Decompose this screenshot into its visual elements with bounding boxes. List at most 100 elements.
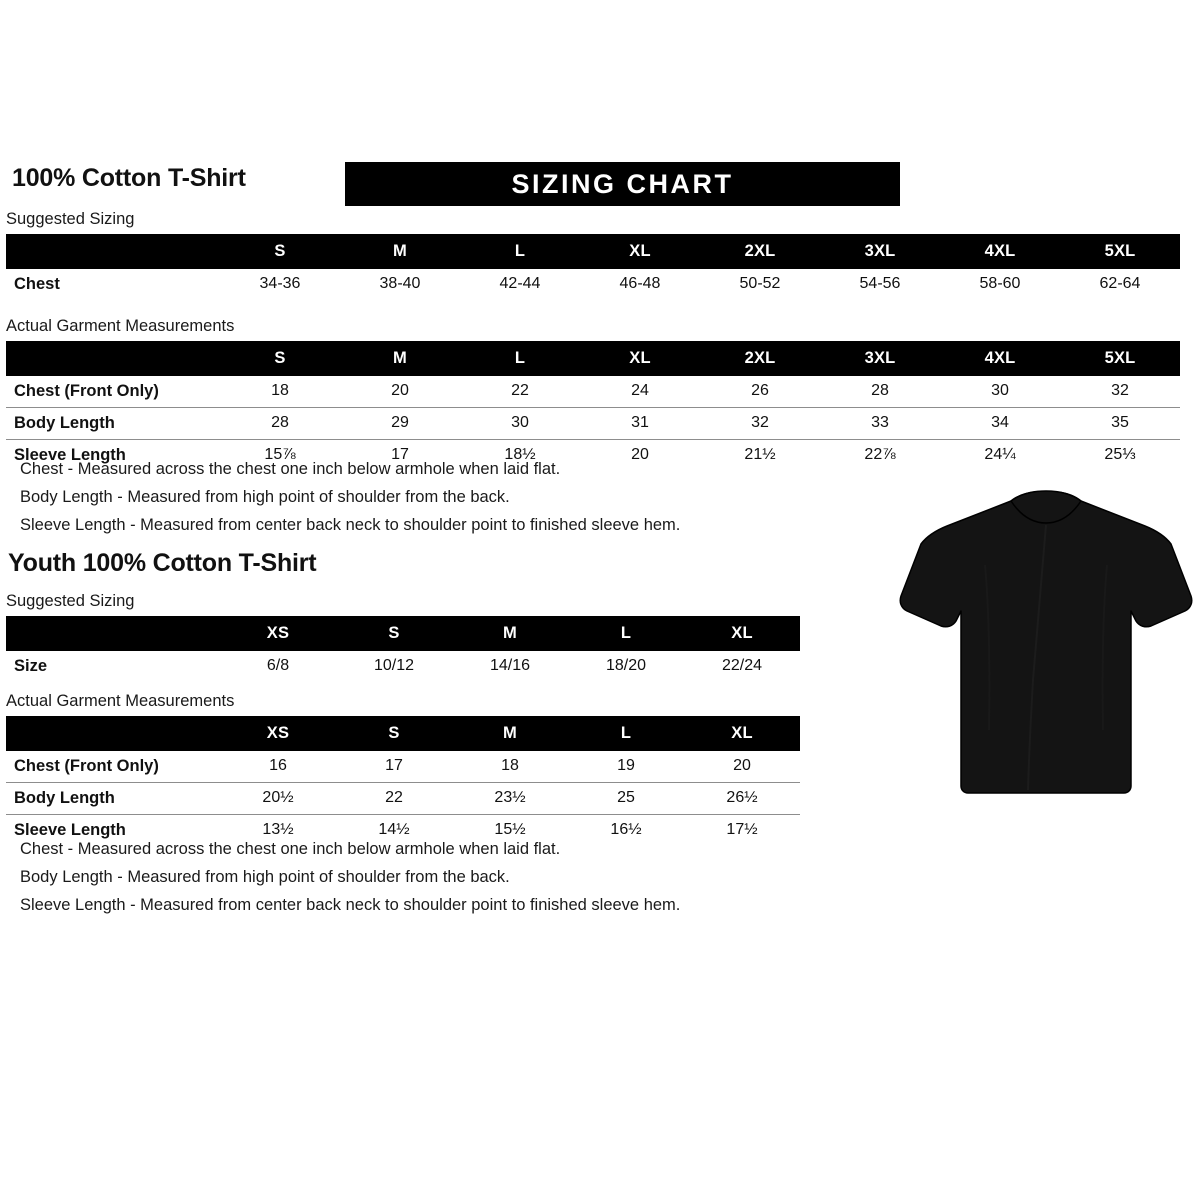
cell-chest-l: 19 bbox=[617, 757, 635, 774]
column-header-l: L bbox=[620, 723, 632, 742]
column-header-xl: XL bbox=[731, 623, 753, 642]
column-header-xl: XL bbox=[731, 723, 753, 742]
column-header-rowlabel bbox=[6, 716, 220, 751]
table-row: Chest (Front Only) 16 17 18 19 20 bbox=[6, 751, 800, 783]
adult-suggested-table: S M L XL 2XL 3XL 4XL 5XL Chest 34-36 38-… bbox=[6, 234, 1180, 300]
cell-chest-2xl: 50-52 bbox=[739, 275, 781, 292]
adult-notes: Chest - Measured across the chest one in… bbox=[20, 460, 680, 544]
column-header-4xl: 4XL bbox=[984, 348, 1016, 367]
row-label-chest: Chest bbox=[14, 274, 60, 293]
cell-body-l: 25 bbox=[568, 782, 684, 815]
cell-sleeve-5xl: 25⅓ bbox=[1060, 439, 1180, 471]
cell-size-m: 14/16 bbox=[489, 657, 531, 674]
column-header-m: M bbox=[393, 348, 407, 367]
youth-actual-caption: Actual Garment Measurements bbox=[6, 692, 235, 710]
cell-chest-4xl: 58-60 bbox=[979, 275, 1021, 292]
column-header-s: S bbox=[388, 723, 400, 742]
cell-body-m: 29 bbox=[340, 407, 460, 440]
cell-sleeve-xl: 20 bbox=[580, 439, 700, 471]
adult-actual-caption: Actual Garment Measurements bbox=[6, 317, 235, 335]
note-sleeve: Sleeve Length - Measured from center bac… bbox=[20, 516, 681, 534]
cell-body-5xl: 35 bbox=[1060, 407, 1180, 440]
cell-chest-m: 18 bbox=[501, 757, 519, 774]
youth-suggested-caption: Suggested Sizing bbox=[6, 592, 135, 610]
column-header-xs: XS bbox=[266, 623, 290, 642]
cell-chest-m: 38-40 bbox=[379, 275, 421, 292]
cell-chest-2xl: 26 bbox=[751, 382, 769, 399]
cell-chest-5xl: 62-64 bbox=[1099, 275, 1141, 292]
cell-size-xs: 6/8 bbox=[266, 657, 290, 674]
cell-chest-s: 34-36 bbox=[259, 275, 301, 292]
column-header-2xl: 2XL bbox=[744, 348, 776, 367]
row-label-sleeve-length: Sleeve Length bbox=[6, 814, 220, 846]
column-header-5xl: 5XL bbox=[1104, 241, 1136, 260]
cell-chest-xl: 46-48 bbox=[619, 275, 661, 292]
cell-body-4xl: 34 bbox=[940, 407, 1060, 440]
youth-suggested-table: XS S M L XL Size 6/8 10/12 14/16 18/20 2… bbox=[6, 616, 800, 682]
column-header-s: S bbox=[274, 348, 286, 367]
cell-size-xl: 22/24 bbox=[721, 657, 763, 674]
cell-sleeve-m: 17 bbox=[340, 439, 460, 471]
column-header-3xl: 3XL bbox=[864, 348, 896, 367]
cell-chest-3xl: 54-56 bbox=[859, 275, 901, 292]
column-header-2xl: 2XL bbox=[744, 241, 776, 260]
table-row: Chest (Front Only) 18 20 22 24 26 28 30 … bbox=[6, 376, 1180, 408]
row-label-chest-front-only: Chest (Front Only) bbox=[14, 381, 159, 400]
cell-sleeve-l: 16½ bbox=[568, 814, 684, 846]
column-header-m: M bbox=[503, 623, 517, 642]
cell-chest-s: 18 bbox=[271, 382, 289, 399]
table-row: Body Length 20½ 22 23½ 25 26½ bbox=[6, 782, 800, 815]
tshirt-illustration bbox=[893, 470, 1199, 810]
note-chest: Chest - Measured across the chest one in… bbox=[20, 840, 561, 858]
column-header-s: S bbox=[388, 623, 400, 642]
cell-size-s: 10/12 bbox=[373, 657, 415, 674]
cell-chest-l: 42-44 bbox=[499, 275, 541, 292]
column-header-l: L bbox=[620, 623, 632, 642]
cell-sleeve-xs: 13½ bbox=[220, 814, 336, 846]
column-header-l: L bbox=[514, 348, 526, 367]
cell-body-m: 23½ bbox=[452, 782, 568, 815]
table-row: Size 6/8 10/12 14/16 18/20 22/24 bbox=[6, 651, 800, 682]
table-header-row: XS S M L XL bbox=[6, 716, 800, 751]
youth-product-title: Youth 100% Cotton T-Shirt bbox=[8, 549, 317, 577]
adult-product-title: 100% Cotton T-Shirt bbox=[12, 164, 246, 192]
column-header-m: M bbox=[503, 723, 517, 742]
note-chest: Chest - Measured across the chest one in… bbox=[20, 460, 561, 478]
cell-sleeve-2xl: 21½ bbox=[700, 439, 820, 471]
cell-chest-l: 22 bbox=[511, 382, 529, 399]
cell-body-xs: 20½ bbox=[220, 782, 336, 815]
cell-body-2xl: 32 bbox=[700, 407, 820, 440]
youth-actual-table: XS S M L XL Chest (Front Only) 16 17 18 … bbox=[6, 716, 800, 846]
cell-body-xl: 26½ bbox=[684, 782, 800, 815]
cell-sleeve-xl: 17½ bbox=[684, 814, 800, 846]
cell-body-l: 30 bbox=[460, 407, 580, 440]
cell-chest-xl: 20 bbox=[733, 757, 751, 774]
table-row: Body Length 28 29 30 31 32 33 34 35 bbox=[6, 407, 1180, 440]
row-label-size: Size bbox=[14, 656, 48, 675]
column-header-s: S bbox=[274, 241, 286, 260]
cell-chest-s: 17 bbox=[385, 757, 403, 774]
column-header-xl: XL bbox=[629, 348, 651, 367]
cell-body-xl: 31 bbox=[580, 407, 700, 440]
column-header-xl: XL bbox=[629, 241, 651, 260]
column-header-m: M bbox=[393, 241, 407, 260]
table-header-row: S M L XL 2XL 3XL 4XL 5XL bbox=[6, 341, 1180, 376]
column-header-l: L bbox=[514, 241, 526, 260]
cell-sleeve-s: 15⅞ bbox=[220, 439, 340, 471]
cell-sleeve-4xl: 24¼ bbox=[940, 439, 1060, 471]
adult-suggested-caption: Suggested Sizing bbox=[6, 210, 135, 228]
sizing-chart-banner-label: SIZING CHART bbox=[511, 168, 734, 199]
note-body: Body Length - Measured from high point o… bbox=[20, 868, 510, 886]
column-header-rowlabel bbox=[6, 234, 220, 269]
cell-body-3xl: 33 bbox=[820, 407, 940, 440]
cell-sleeve-l: 18½ bbox=[460, 439, 580, 471]
cell-body-s: 28 bbox=[220, 407, 340, 440]
table-row: Sleeve Length 15⅞ 17 18½ 20 21½ 22⅞ 24¼ … bbox=[6, 439, 1180, 471]
column-header-xs: XS bbox=[266, 723, 290, 742]
note-sleeve: Sleeve Length - Measured from center bac… bbox=[20, 896, 681, 914]
column-header-5xl: 5XL bbox=[1104, 348, 1136, 367]
row-label-chest-front-only: Chest (Front Only) bbox=[14, 756, 159, 775]
column-header-rowlabel bbox=[6, 341, 220, 376]
cell-chest-xs: 16 bbox=[269, 757, 287, 774]
